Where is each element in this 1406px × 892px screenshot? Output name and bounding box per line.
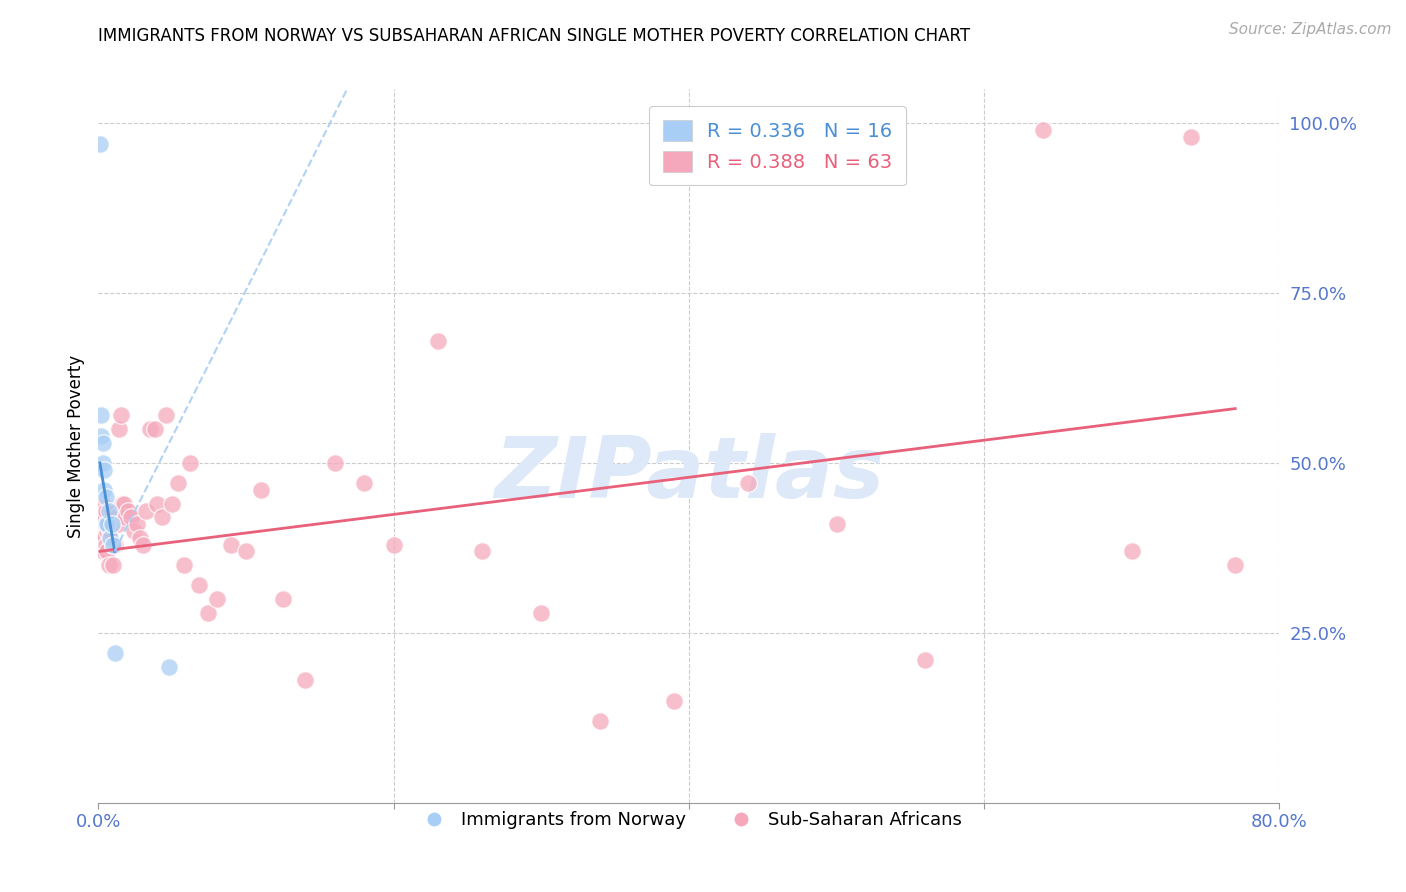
Point (103, 537, 125, 551)
Point (162, 497, 183, 511)
Text: IMMIGRANTS FROM NORWAY VS SUBSAHARAN AFRICAN SINGLE MOTHER POVERTY CORRELATION C: IMMIGRANTS FROM NORWAY VS SUBSAHARAN AFR… (98, 27, 970, 45)
Point (187, 578, 209, 592)
Point (91, 531, 114, 545)
Point (96, 517, 118, 532)
Text: Source: ZipAtlas.com: Source: ZipAtlas.com (1229, 22, 1392, 37)
Point (125, 517, 148, 532)
Point (132, 537, 155, 551)
Point (104, 537, 127, 551)
Point (155, 409, 177, 423)
Legend: Immigrants from Norway, Sub-Saharan Africans: Immigrants from Norway, Sub-Saharan Afri… (409, 805, 969, 837)
Y-axis label: Single Mother Poverty: Single Mother Poverty (66, 354, 84, 538)
Point (235, 544, 257, 558)
Point (221, 537, 243, 551)
Point (90, 429, 112, 443)
Point (112, 497, 135, 511)
Point (91, 435, 114, 450)
Point (107, 517, 129, 532)
Point (737, 476, 759, 491)
Point (114, 510, 136, 524)
Point (471, 544, 494, 558)
Point (100, 503, 122, 517)
Point (323, 456, 346, 470)
Point (250, 483, 273, 498)
Point (135, 503, 157, 517)
Point (1032, 123, 1054, 137)
Point (93, 483, 115, 498)
Point (117, 503, 139, 517)
Point (146, 497, 169, 511)
Point (94, 503, 117, 517)
Point (97, 503, 120, 517)
Point (90, 409, 112, 423)
Point (197, 606, 219, 620)
Point (179, 456, 201, 470)
Point (143, 422, 166, 436)
Point (122, 524, 145, 538)
Point (97, 558, 120, 572)
Point (914, 653, 936, 667)
Point (104, 646, 127, 660)
Point (294, 673, 316, 688)
Point (157, 660, 180, 674)
Point (100, 517, 122, 532)
Point (664, 694, 686, 708)
Point (91, 456, 114, 470)
Point (96, 524, 118, 538)
Point (167, 476, 190, 491)
Point (110, 409, 132, 423)
Point (103, 558, 125, 572)
Point (1121, 544, 1143, 558)
Point (382, 537, 405, 551)
Point (271, 591, 294, 606)
Point (173, 558, 195, 572)
Point (1180, 129, 1202, 144)
Point (128, 531, 150, 545)
Point (89, 524, 111, 538)
Point (90, 510, 112, 524)
Point (96, 544, 118, 558)
Point (93, 510, 115, 524)
Point (120, 510, 142, 524)
Point (89, 136, 111, 151)
Point (94, 517, 117, 532)
Point (825, 517, 848, 532)
Point (111, 497, 134, 511)
Point (93, 463, 115, 477)
Point (205, 591, 228, 606)
Point (589, 714, 612, 729)
Point (1225, 558, 1247, 572)
Point (91, 497, 114, 511)
Point (530, 606, 553, 620)
Point (108, 422, 131, 436)
Point (93, 544, 115, 558)
Point (427, 334, 450, 348)
Point (98, 531, 121, 545)
Point (94, 490, 117, 504)
Text: ZIPatlas: ZIPatlas (494, 433, 884, 516)
Point (105, 510, 128, 524)
Point (139, 422, 162, 436)
Point (150, 510, 173, 524)
Point (94, 537, 117, 551)
Point (98, 524, 121, 538)
Point (103, 537, 125, 551)
Point (90, 544, 112, 558)
Point (353, 476, 375, 491)
